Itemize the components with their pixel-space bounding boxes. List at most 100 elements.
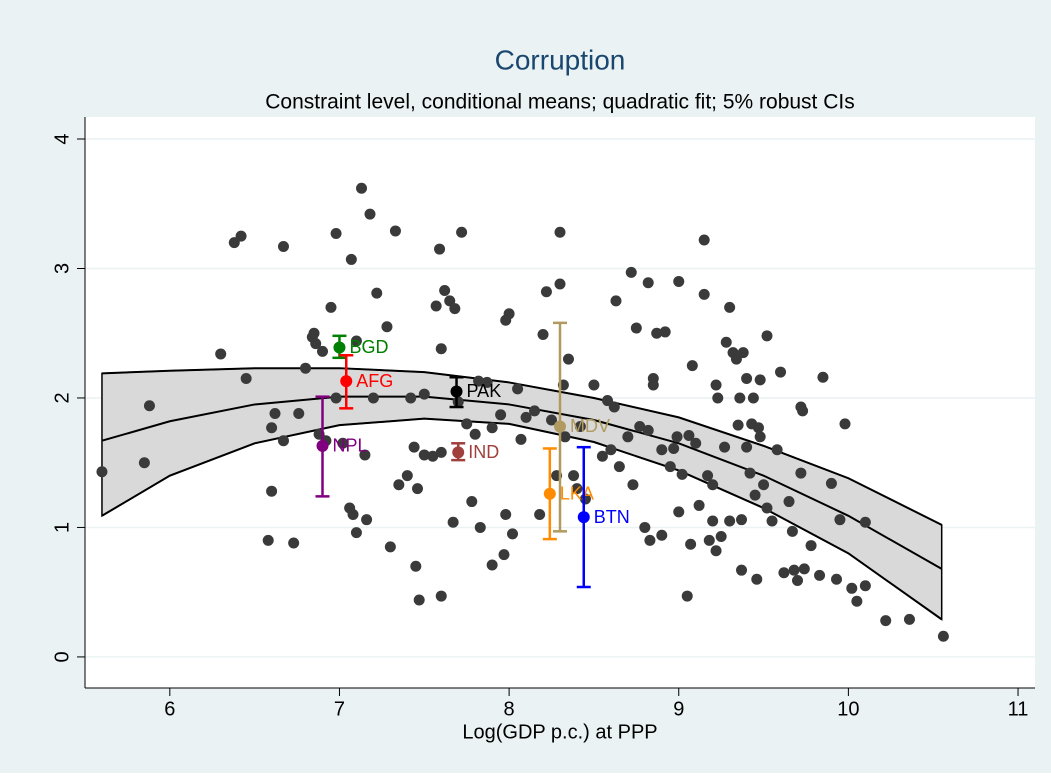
scatter-point [831, 573, 843, 585]
scatter-point [350, 527, 362, 539]
scatter-point [559, 431, 571, 443]
point-label: BTN [594, 507, 630, 527]
scatter-point [710, 379, 722, 391]
scatter-point [673, 275, 685, 287]
scatter-point [498, 549, 510, 561]
scatter-point [668, 442, 680, 454]
point-label: NPL [333, 436, 368, 456]
x-tick-label: 11 [1008, 698, 1029, 720]
scatter-point [554, 278, 566, 290]
scatter-point [771, 444, 783, 456]
scatter-point [814, 569, 826, 581]
ci-line [101, 367, 943, 526]
chart-subtitle: Constraint level, conditional means; qua… [265, 91, 854, 114]
scatter-point [712, 392, 724, 404]
scatter-point [418, 388, 430, 400]
scatter-point [473, 375, 485, 387]
scatter-point [673, 506, 685, 518]
scatter-point [754, 374, 766, 386]
scatter-point [452, 396, 464, 408]
scatter-point [469, 428, 481, 440]
scatter-point [138, 457, 150, 469]
highlight-point [577, 511, 590, 524]
scatter-point [724, 515, 736, 527]
scatter-point [698, 234, 710, 246]
scatter-point [707, 479, 719, 491]
scatter-point [537, 329, 549, 341]
scatter-point [744, 467, 756, 479]
scatter-point [664, 461, 676, 473]
scatter-point [839, 418, 851, 430]
scatter-point [466, 496, 478, 508]
scatter-point [356, 182, 368, 194]
scatter-point [736, 514, 748, 526]
scatter-point [568, 470, 580, 482]
scatter-point [412, 483, 423, 495]
highlight-point [333, 341, 346, 354]
scatter-point [435, 343, 447, 355]
scatter-point [778, 567, 790, 579]
scatter-point [435, 590, 447, 602]
scatter-point [681, 590, 693, 602]
scatter-point [690, 437, 702, 449]
scatter-point [758, 479, 770, 491]
scatter-point [736, 564, 748, 576]
x-axis-label: Log(GDP p.c.) at PPP [462, 721, 657, 743]
scatter-point [741, 373, 753, 385]
scatter-point [634, 420, 646, 432]
scatter-point [96, 466, 108, 478]
point-label: LKA [560, 484, 594, 504]
scatter-point [413, 594, 425, 606]
point-label: BGD [349, 337, 388, 357]
scatter-point [277, 240, 289, 252]
y-tick-label: 0 [51, 651, 73, 662]
scatter-point [797, 405, 809, 417]
scatter-point [656, 529, 668, 541]
scatter-point [627, 479, 639, 491]
scatter-point [719, 441, 731, 453]
scatter-point [434, 243, 446, 255]
scatter-point [266, 485, 278, 497]
scatter-point [495, 409, 507, 421]
scatter-point [798, 563, 810, 575]
scatter-point [610, 295, 622, 307]
point-label: IND [468, 442, 499, 462]
scatter-point [293, 408, 305, 420]
scatter-point [507, 528, 518, 540]
scatter-point [405, 392, 417, 404]
scatter-point [350, 335, 362, 347]
scatter-point [644, 534, 656, 546]
scatter-point [639, 521, 651, 533]
scatter-point [734, 392, 746, 404]
point-label: MDV [570, 416, 610, 436]
scatter-point [751, 573, 763, 585]
scatter-point [430, 300, 442, 312]
scatter-point [605, 444, 617, 456]
scatter-point [752, 422, 764, 434]
scatter-point [574, 420, 586, 432]
scatter-point [741, 441, 753, 453]
scatter-point [427, 450, 439, 462]
scatter-point [851, 595, 863, 607]
scatter-point [143, 400, 155, 412]
x-tick-label: 8 [504, 698, 515, 720]
scatter-point [486, 422, 498, 434]
scatter-point [659, 326, 671, 338]
scatter-point [330, 392, 342, 404]
scatter-point [761, 330, 773, 342]
scatter-point [715, 531, 727, 543]
x-tick-label: 7 [334, 698, 345, 720]
scatter-point [444, 295, 456, 307]
scatter-point [859, 516, 871, 528]
scatter-point [461, 418, 473, 430]
y-tick-label: 4 [51, 133, 73, 144]
scatter-point [724, 301, 736, 313]
scatter-point [656, 444, 668, 456]
scatter-point [817, 371, 829, 383]
scatter-point [613, 461, 625, 473]
scatter-point [702, 470, 714, 482]
scatter-point [500, 508, 512, 520]
scatter-point [642, 277, 654, 289]
scatter-point [754, 431, 766, 443]
scatter-point [571, 483, 583, 495]
